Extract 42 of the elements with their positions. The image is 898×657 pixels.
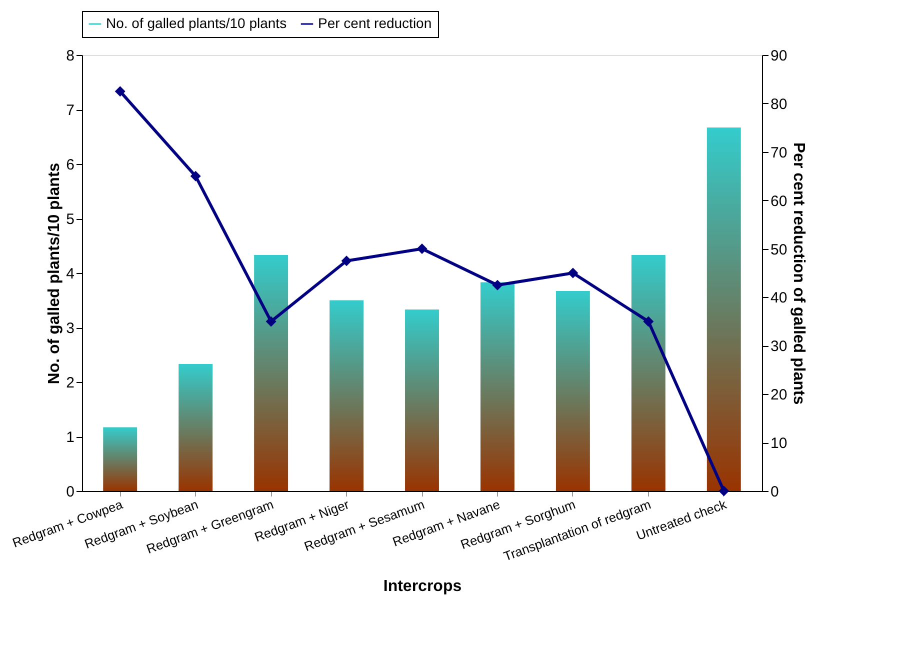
point	[114, 86, 126, 97]
bar	[103, 427, 138, 491]
x-axis-title: Intercrops	[383, 578, 462, 595]
point	[643, 316, 654, 327]
point	[190, 170, 201, 182]
y2-tick-label: 60	[770, 192, 788, 210]
y-tick-label: 8	[66, 48, 74, 64]
bar	[254, 255, 288, 491]
point	[416, 244, 428, 254]
y-tick-label: 3	[66, 320, 74, 337]
y2-tick-label: 90	[770, 48, 788, 64]
point	[568, 268, 578, 278]
y-axis-title: No. of galled plants/10 plants	[46, 162, 64, 384]
point	[266, 316, 276, 327]
point	[718, 486, 730, 496]
point	[492, 280, 503, 290]
bar	[480, 282, 514, 491]
y-tick-label: 2	[66, 374, 74, 392]
y2-tick-label: 40	[770, 290, 788, 307]
bar	[631, 255, 666, 491]
bar	[178, 364, 213, 491]
y2-tick-label: 70	[770, 144, 788, 162]
y2-tick-label: 50	[770, 241, 788, 258]
y-tick-label: 4	[66, 266, 74, 282]
y2-tick-label: 20	[770, 386, 788, 404]
y-tick-label: 6	[66, 156, 74, 174]
y-tick-label: 0	[66, 484, 74, 500]
y-tick-label: 7	[66, 102, 74, 119]
y2-tick-label: 0	[770, 484, 779, 500]
y2-axis-title: Per cent reduction of galled plants	[790, 142, 808, 405]
bar	[556, 290, 590, 491]
bar	[330, 300, 364, 491]
bar	[706, 127, 741, 491]
legend-label: Per cent reduction	[318, 15, 432, 31]
y-tick-label: 1	[66, 429, 74, 446]
y2-tick-label: 80	[770, 96, 788, 113]
y-tick-label: 5	[66, 211, 74, 228]
bar	[405, 310, 439, 491]
y2-tick-label: 30	[770, 338, 788, 356]
point	[341, 256, 352, 266]
y2-tick-label: 10	[770, 435, 788, 452]
legend-label: No. of galled plants/10 plants	[106, 15, 287, 31]
